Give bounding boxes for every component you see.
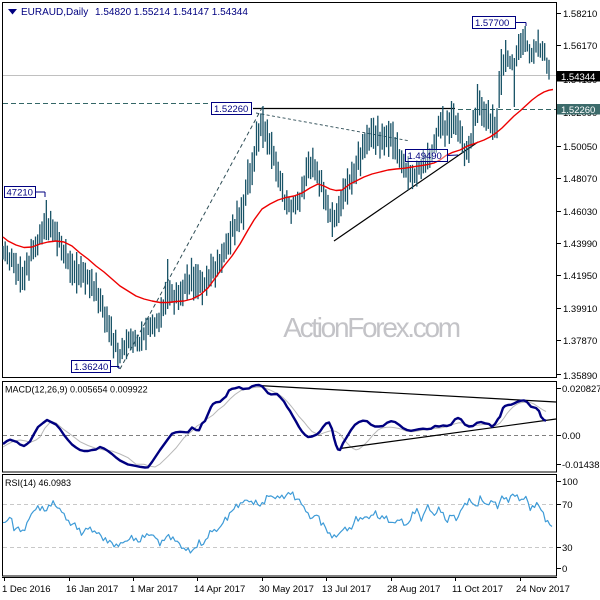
svg-text:24 Nov 2017: 24 Nov 2017 [516,584,570,595]
svg-text:1.46030: 1.46030 [563,207,597,218]
svg-text:1.54344: 1.54344 [561,72,595,83]
svg-text:30 May 2017: 30 May 2017 [259,584,314,595]
svg-text:1.48070: 1.48070 [563,174,597,185]
svg-text:1.39910: 1.39910 [563,304,597,315]
svg-text:1 Dec 2016: 1 Dec 2016 [2,584,51,595]
svg-text:EURAUD,Daily: EURAUD,Daily [21,7,88,18]
svg-text:70: 70 [562,500,573,511]
svg-text:1.54820 1.55214 1.54147 1.5434: 1.54820 1.55214 1.54147 1.54344 [95,7,248,18]
svg-text:1.37870: 1.37870 [563,336,597,347]
svg-text:1.57700: 1.57700 [475,18,509,29]
svg-text:1.36240: 1.36240 [74,362,108,373]
svg-text:MACD(12,26,9) 0.005654 0.00992: MACD(12,26,9) 0.005654 0.009922 [5,385,148,395]
svg-text:RSI(14) 46.0983: RSI(14) 46.0983 [5,478,71,488]
svg-text:1.56170: 1.56170 [563,41,597,52]
svg-text:28 Aug 2017: 28 Aug 2017 [387,584,440,595]
svg-text:30: 30 [562,543,573,554]
svg-text:1.49490: 1.49490 [408,151,442,162]
svg-text:1.58210: 1.58210 [563,9,597,20]
svg-text:14 Apr 2017: 14 Apr 2017 [194,584,245,595]
svg-text:1.43990: 1.43990 [563,239,597,250]
svg-text:1.35890: 1.35890 [563,371,597,382]
svg-text:1 Mar 2017: 1 Mar 2017 [130,584,178,595]
svg-text:13 Jul 2017: 13 Jul 2017 [322,584,371,595]
svg-text:47210: 47210 [7,188,33,199]
svg-text:1.50050: 1.50050 [563,142,597,153]
svg-text:16 Jan 2017: 16 Jan 2017 [66,584,118,595]
svg-text:1.52260: 1.52260 [214,104,248,115]
svg-text:1.41950: 1.41950 [563,271,597,282]
svg-text:0.020827: 0.020827 [562,384,600,395]
svg-text:1.52260: 1.52260 [561,105,595,116]
svg-text:11 Oct 2017: 11 Oct 2017 [452,584,503,595]
svg-text:100: 100 [562,477,578,488]
svg-text:-0.014386: -0.014386 [562,460,600,471]
svg-text:0.00: 0.00 [562,431,581,442]
svg-text:ActionForex.com: ActionForex.com [283,312,460,343]
svg-text:0: 0 [562,564,567,575]
